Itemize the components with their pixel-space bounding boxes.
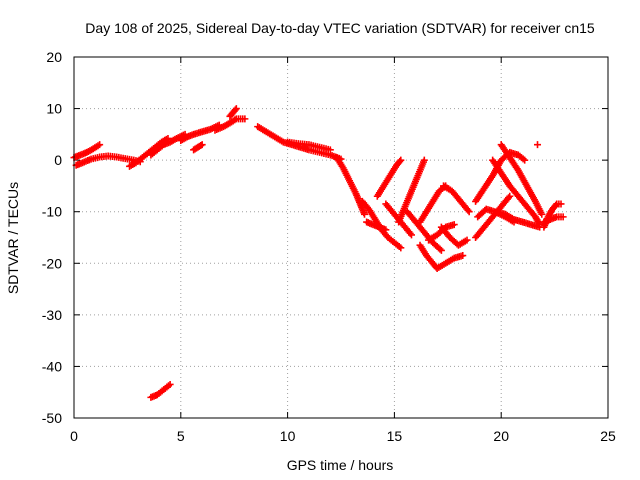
data-point bbox=[463, 236, 471, 244]
series-arc-v bbox=[437, 223, 471, 249]
data-point bbox=[521, 156, 529, 164]
y-axis-label: SDTVAR / TECUs bbox=[5, 182, 21, 294]
series-arc-y bbox=[472, 148, 529, 205]
y-tick-label: 10 bbox=[46, 101, 62, 117]
grid bbox=[74, 57, 608, 418]
series-outlier-b bbox=[147, 380, 174, 401]
x-tick-label: 5 bbox=[177, 428, 185, 444]
chart-title: Day 108 of 2025, Sidereal Day-to-day VTE… bbox=[85, 20, 595, 36]
data-point bbox=[397, 156, 405, 164]
data-point bbox=[198, 141, 206, 149]
series-arc-ad bbox=[540, 213, 567, 226]
data-point bbox=[241, 115, 249, 123]
data-point bbox=[382, 226, 390, 234]
data-point bbox=[534, 141, 542, 149]
data-point bbox=[96, 141, 104, 149]
ticks bbox=[73, 56, 609, 419]
y-tick-label: -10 bbox=[42, 204, 62, 220]
data-point bbox=[197, 142, 205, 150]
series-arc-m bbox=[363, 218, 390, 234]
data-point bbox=[326, 146, 334, 154]
data-point bbox=[166, 380, 174, 388]
data-point bbox=[397, 244, 405, 252]
data-point bbox=[420, 156, 428, 164]
data-marks bbox=[70, 105, 567, 401]
series-arc-d bbox=[147, 130, 189, 159]
data-point bbox=[450, 221, 458, 229]
data-point bbox=[538, 210, 546, 218]
data-point bbox=[436, 245, 444, 253]
x-tick-label: 0 bbox=[70, 428, 78, 444]
series-arc-ab bbox=[493, 208, 544, 231]
y-tick-label: -40 bbox=[42, 358, 62, 374]
series-arc-f bbox=[190, 141, 206, 154]
x-tick-label: 10 bbox=[280, 428, 296, 444]
y-tick-label: -50 bbox=[42, 410, 62, 426]
x-tick-label: 20 bbox=[493, 428, 509, 444]
data-point bbox=[552, 201, 560, 209]
tick-labels: 0 5 10 15 20 25 -50 -40 -30 -20 -10 0 10 20 bbox=[42, 49, 616, 444]
plot-frame bbox=[73, 56, 609, 419]
series-arc-z bbox=[489, 156, 544, 229]
data-point bbox=[506, 192, 514, 200]
series-arc-n bbox=[373, 156, 405, 200]
data-point bbox=[396, 157, 404, 165]
data-point bbox=[464, 206, 472, 214]
data-point bbox=[232, 105, 240, 113]
x-tick-label: 15 bbox=[387, 428, 403, 444]
series-arc-t bbox=[416, 241, 467, 272]
series-arc-g bbox=[211, 115, 249, 134]
series-arc-j bbox=[284, 138, 334, 154]
data-point bbox=[505, 194, 513, 202]
series-arc-c bbox=[126, 134, 172, 170]
data-point bbox=[437, 246, 445, 254]
data-point bbox=[465, 208, 473, 216]
y-tick-label: -20 bbox=[42, 255, 62, 271]
data-point bbox=[360, 210, 368, 218]
series-outlier-a bbox=[534, 141, 542, 149]
series-arc-h bbox=[226, 105, 240, 120]
y-tick-label: 20 bbox=[46, 49, 62, 65]
series-arc-k bbox=[333, 154, 368, 218]
y-tick-label: 0 bbox=[54, 152, 62, 168]
data-point bbox=[559, 213, 567, 221]
x-tick-label: 25 bbox=[600, 428, 616, 444]
y-tick-label: -30 bbox=[42, 307, 62, 323]
data-point bbox=[231, 106, 239, 114]
data-point bbox=[557, 200, 565, 208]
x-axis-label: GPS time / hours bbox=[287, 457, 394, 473]
series-arc-aa bbox=[497, 141, 546, 218]
data-point bbox=[459, 252, 467, 260]
series-arc-s bbox=[440, 182, 473, 216]
series-arc-p bbox=[395, 156, 428, 226]
data-point bbox=[407, 231, 415, 239]
